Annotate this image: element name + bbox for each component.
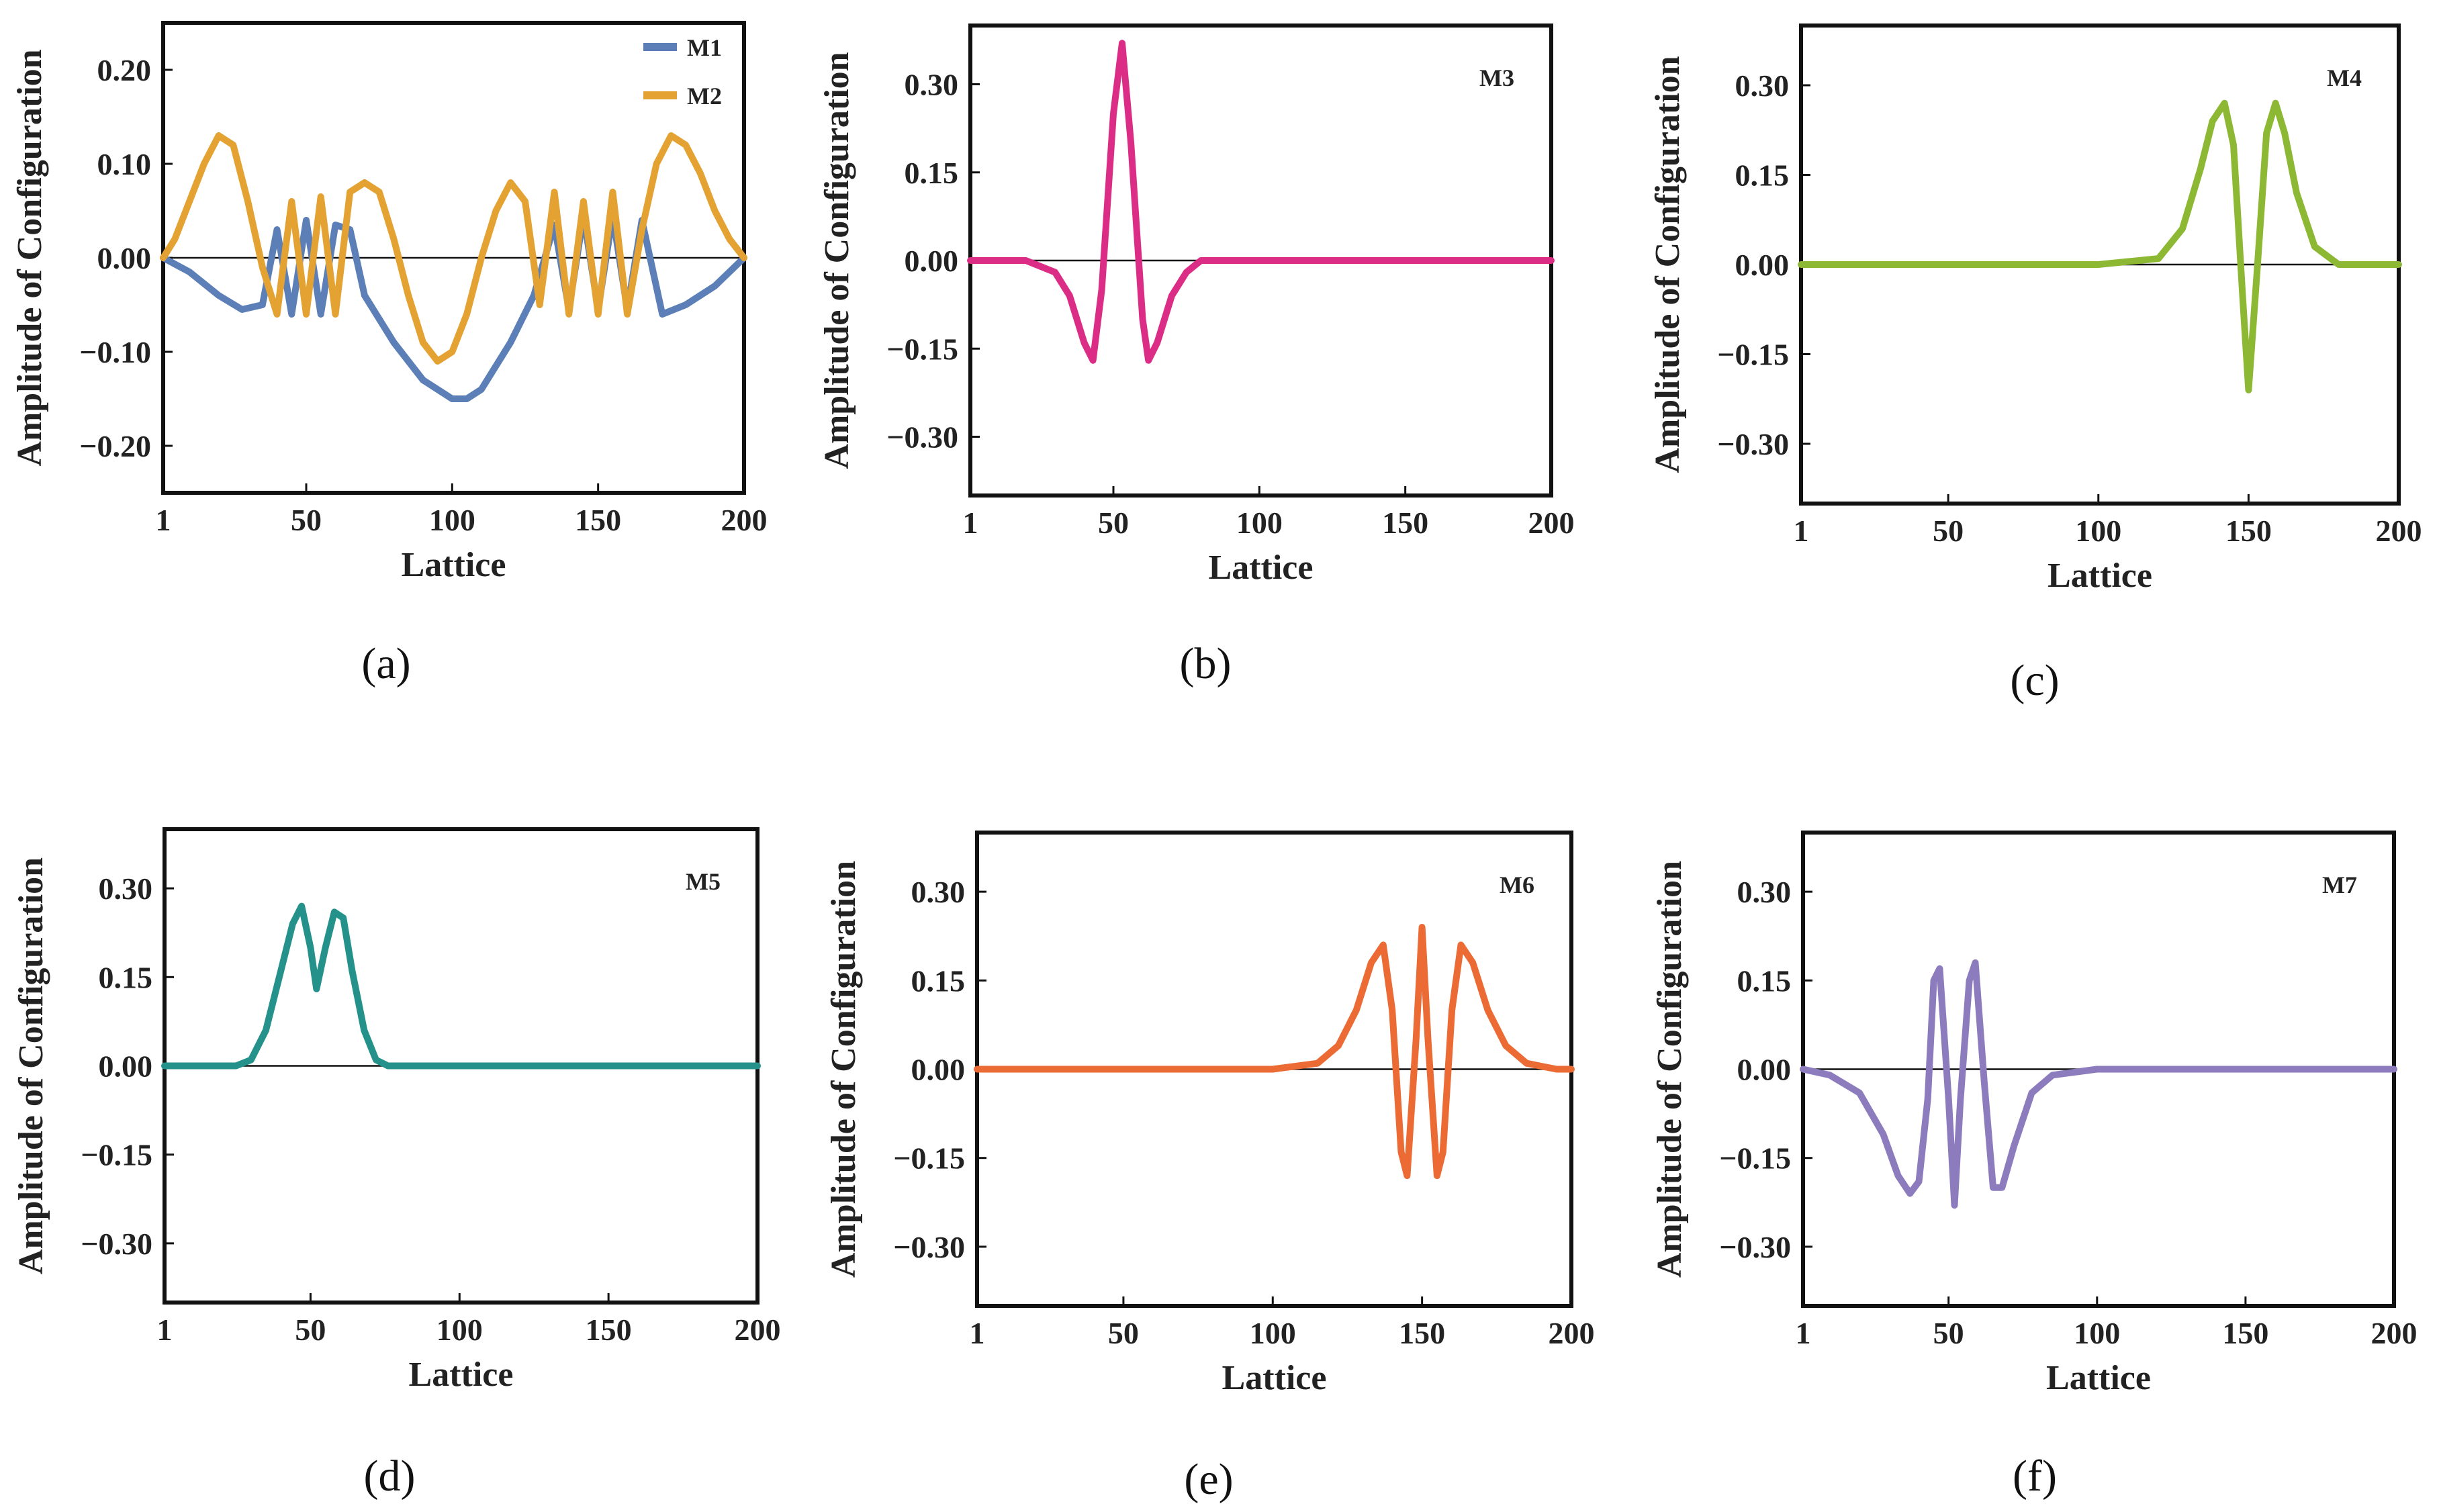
y-tick-label: −0.30	[893, 1230, 965, 1264]
legend-entry: M1	[687, 34, 722, 61]
y-tick-label: 0.30	[911, 875, 966, 909]
x-axis-label: Lattice	[1222, 1359, 1327, 1397]
chart-panel-2: 1 50 100 150 200−0.30−0.150.000.150.30Lattic…	[818, 23, 1575, 688]
y-axis-label: Amplitude of Configuration	[1651, 861, 1689, 1278]
y-tick-label: 0.10	[97, 147, 152, 181]
x-tick-label: 200	[721, 503, 768, 537]
x-axis-label: Lattice	[2046, 1359, 2151, 1397]
legend-entry: M2	[687, 83, 722, 109]
y-axis-label: Amplitude of Configuration	[825, 861, 863, 1278]
y-axis-label: Amplitude of Configuration	[1649, 56, 1687, 473]
panel-tag: (b)	[1180, 639, 1232, 688]
y-tick-label: 0.15	[99, 960, 153, 994]
y-tick-label: 0.15	[911, 963, 966, 998]
y-tick-label: 0.00	[97, 241, 152, 275]
series-label: M6	[1500, 871, 1534, 898]
series-label: M3	[1479, 64, 1514, 91]
series-line-m2	[160, 132, 747, 365]
series-label: M7	[2322, 871, 2357, 898]
chart-panel-1: 1 50 100 150 200−0.20−0.100.000.100.20Lattic…	[11, 21, 768, 688]
x-tick-label: 100	[1236, 506, 1283, 540]
x-tick-label: 150	[1382, 506, 1428, 540]
y-tick-label: 0.00	[99, 1049, 153, 1084]
x-tick-label: 50	[1933, 514, 1964, 548]
x-tick-label: 150	[1399, 1316, 1445, 1350]
y-tick-label: −0.20	[79, 429, 151, 463]
x-tick-label: 150	[575, 503, 621, 537]
x-tick-label: 50	[295, 1313, 326, 1347]
x-tick-label: 1	[157, 1313, 173, 1347]
y-tick-label: 0.15	[1737, 963, 1792, 998]
x-axis-label: Lattice	[2047, 557, 2152, 595]
y-tick-label: 0.00	[1737, 1053, 1792, 1087]
y-tick-label: −0.30	[886, 420, 958, 455]
y-tick-label: −0.30	[1719, 1230, 1791, 1264]
x-tick-label: 1	[970, 1316, 985, 1350]
y-tick-label: −0.15	[81, 1138, 152, 1172]
series-label: M5	[686, 868, 721, 895]
series-line-m7	[1800, 959, 2397, 1209]
x-tick-label: 50	[291, 503, 322, 537]
y-tick-label: −0.15	[886, 332, 958, 366]
x-tick-label: 100	[2074, 1316, 2120, 1350]
y-tick-label: 0.00	[905, 244, 959, 278]
y-tick-label: −0.30	[81, 1227, 152, 1261]
series-line-m3	[967, 40, 1555, 364]
chart-panel-6: 1 50 100 150 200−0.30−0.150.000.150.30Lattic…	[1651, 831, 2418, 1501]
series-line-m1	[160, 212, 747, 402]
y-axis-label: Amplitude of Configuration	[11, 49, 49, 466]
panel-tag: (d)	[364, 1452, 416, 1501]
x-tick-label: 100	[2075, 514, 2121, 548]
chart-panel-4: 1 50 100 150 200−0.30−0.150.000.150.30Lattic…	[12, 827, 781, 1501]
y-axis-label: Amplitude of Configuration	[818, 52, 856, 469]
y-tick-label: 0.00	[1735, 248, 1790, 282]
x-axis-label: Lattice	[402, 546, 506, 584]
y-tick-label: 0.15	[905, 156, 959, 190]
x-tick-label: 200	[2371, 1316, 2418, 1350]
x-tick-label: 1	[1796, 1316, 1811, 1350]
chart-panel-3: 1 50 100 150 200−0.30−0.150.000.150.30Lattic…	[1649, 23, 2422, 705]
x-tick-label: 1	[963, 506, 978, 540]
x-tick-label: 1	[156, 503, 171, 537]
x-tick-label: 150	[2225, 514, 2272, 548]
x-tick-label: 150	[586, 1313, 632, 1347]
x-tick-label: 50	[1108, 1316, 1139, 1350]
x-tick-label: 100	[1250, 1316, 1296, 1350]
x-tick-label: 50	[1933, 1316, 1964, 1350]
x-tick-label: 200	[1549, 1316, 1595, 1350]
panel-tag: (c)	[2010, 656, 2059, 705]
y-tick-label: 0.30	[1735, 68, 1790, 103]
y-tick-label: −0.15	[1719, 1141, 1791, 1176]
x-tick-label: 100	[436, 1313, 483, 1347]
x-tick-label: 200	[735, 1313, 781, 1347]
y-tick-label: 0.30	[905, 68, 959, 102]
y-tick-label: −0.15	[893, 1141, 965, 1176]
x-tick-label: 200	[1528, 506, 1575, 540]
x-tick-label: 1	[1794, 514, 1809, 548]
panel-tag: (a)	[361, 639, 410, 688]
x-tick-label: 50	[1098, 506, 1129, 540]
y-tick-label: 0.00	[911, 1053, 966, 1087]
x-axis-label: Lattice	[409, 1356, 514, 1394]
panel-tag: (e)	[1184, 1455, 1233, 1504]
chart-panel-5: 1 50 100 150 200−0.30−0.150.000.150.30Lattic…	[825, 831, 1595, 1504]
y-tick-label: 0.30	[99, 871, 153, 906]
x-axis-label: Lattice	[1209, 549, 1314, 587]
y-tick-label: −0.30	[1717, 427, 1789, 461]
series-label: M4	[2327, 64, 2362, 91]
y-tick-label: 0.20	[97, 53, 152, 87]
y-tick-label: 0.30	[1737, 875, 1792, 909]
x-tick-label: 200	[2376, 514, 2422, 548]
x-tick-label: 150	[2222, 1316, 2268, 1350]
series-line-m5	[161, 902, 761, 1070]
y-axis-label: Amplitude of Configuration	[12, 857, 50, 1274]
series-line-m6	[974, 924, 1575, 1180]
series-line-m4	[1798, 99, 2402, 393]
y-tick-label: 0.15	[1735, 158, 1790, 193]
x-tick-label: 100	[429, 503, 475, 537]
y-tick-label: −0.10	[79, 335, 151, 369]
panel-tag: (f)	[2013, 1452, 2057, 1501]
y-tick-label: −0.15	[1717, 338, 1789, 372]
